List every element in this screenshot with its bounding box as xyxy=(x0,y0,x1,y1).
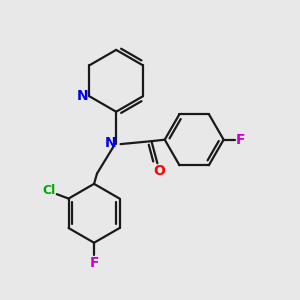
Text: O: O xyxy=(153,164,165,178)
Text: F: F xyxy=(89,256,99,270)
Text: N: N xyxy=(77,89,89,103)
Text: F: F xyxy=(236,133,245,147)
Text: N: N xyxy=(105,136,117,150)
Text: Cl: Cl xyxy=(42,184,55,197)
